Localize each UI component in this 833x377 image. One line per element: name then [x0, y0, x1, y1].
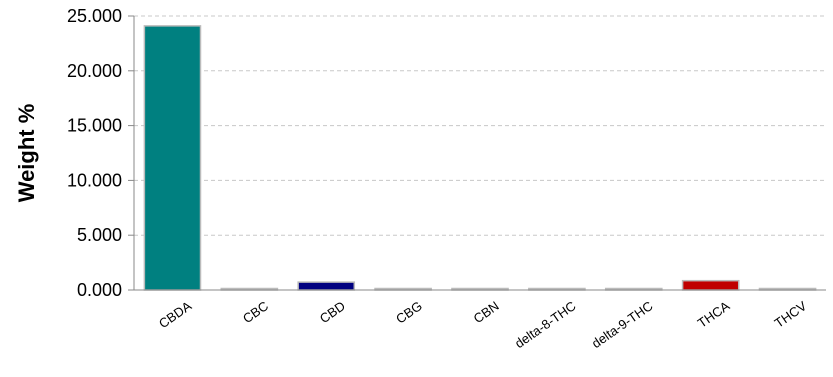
bar-cbda [143, 25, 202, 291]
x-tick-label: CBD [317, 298, 348, 326]
x-tick-label: CBDA [156, 298, 194, 331]
x-tick-label: CBN [471, 298, 502, 326]
x-axis-ticks: CBDA CBC CBD CBG CBN delta-8-THC delta-9-THC TH… [156, 298, 810, 351]
x-tick-label: delta-9-THC [589, 298, 656, 351]
gridlines [134, 15, 826, 236]
y-tick-label: 15.000 [67, 116, 122, 136]
y-axis-ticks: 0.000 5.000 10.000 15.000 20.000 25.000 [67, 6, 134, 300]
bars [143, 25, 817, 291]
bar-thca [681, 279, 740, 291]
x-tick-label: THCA [695, 298, 733, 331]
y-tick-label: 20.000 [67, 61, 122, 81]
y-tick-label: 10.000 [67, 170, 122, 190]
x-tick-label: CBG [393, 298, 425, 326]
y-axis-label: Weight % [14, 104, 39, 203]
x-tick-label: CBC [240, 298, 271, 326]
bar-cbd [297, 281, 356, 291]
y-tick-label: 25.000 [67, 6, 122, 26]
y-tick-label: 5.000 [77, 225, 122, 245]
y-tick-label: 0.000 [77, 280, 122, 300]
x-tick-label: delta-8-THC [512, 298, 579, 351]
x-tick-label: THCV [772, 298, 810, 331]
